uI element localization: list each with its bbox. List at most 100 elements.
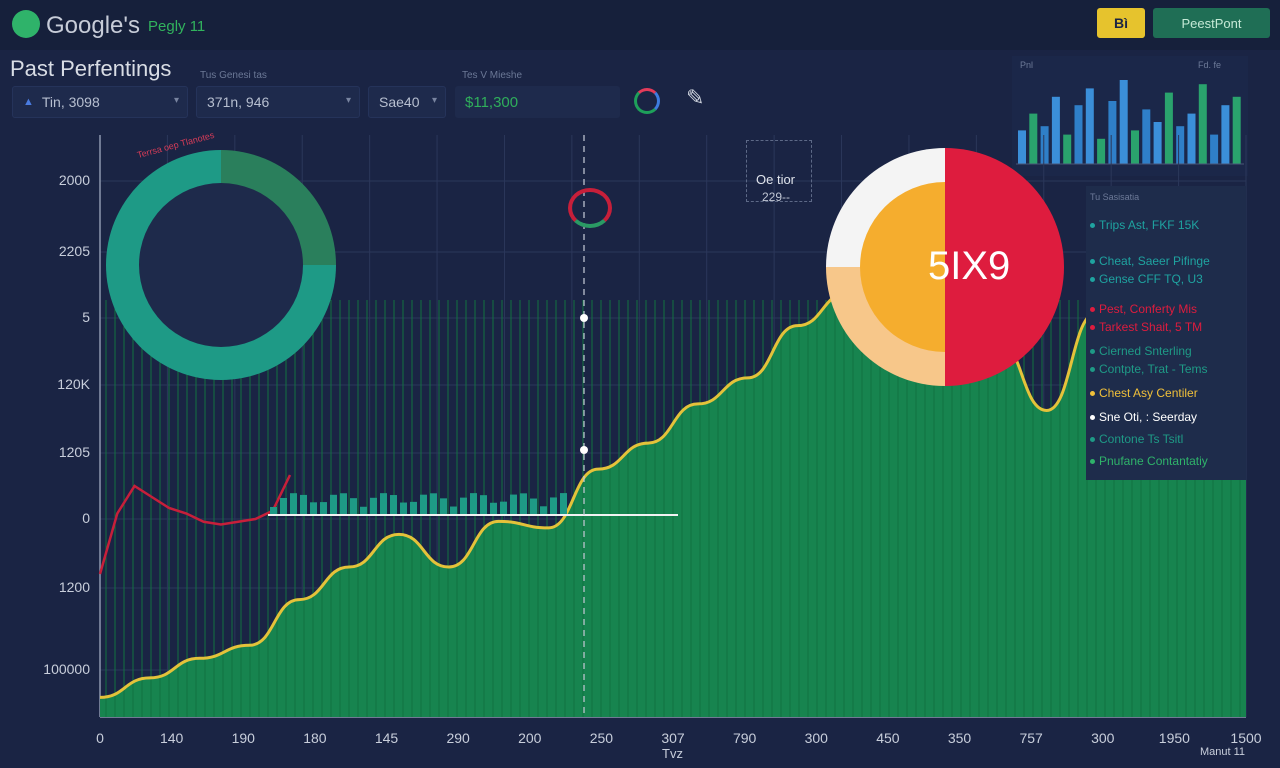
mini-bar bbox=[510, 494, 517, 515]
legend-item[interactable]: Gense CFF TQ, U3 bbox=[1090, 272, 1203, 286]
mini-chart-bar bbox=[1153, 122, 1162, 164]
mini-chart-bar bbox=[1142, 109, 1151, 164]
mini-chart-bar bbox=[1074, 105, 1083, 164]
legend-dot-icon bbox=[1090, 437, 1095, 443]
x-axis-corner-label: Manut 11 bbox=[1200, 746, 1246, 758]
chevron-down-icon: ▾ bbox=[173, 95, 179, 106]
legend-item[interactable]: Pest, Conferty Mis bbox=[1090, 302, 1197, 316]
x-tick-label: 1500 bbox=[1230, 730, 1262, 746]
mini-chart-bar bbox=[1232, 96, 1241, 164]
mini-bar bbox=[310, 502, 317, 515]
x-tick-label: 145 bbox=[374, 730, 399, 746]
legend-item-label: Pnufane Contantatiy bbox=[1099, 454, 1208, 468]
mini-chart-bar bbox=[1198, 84, 1207, 164]
x-tick-label: 790 bbox=[732, 730, 757, 746]
legend-dot-icon bbox=[1090, 459, 1095, 465]
mini-chart-bar bbox=[1210, 134, 1219, 164]
x-tick-label: 307 bbox=[661, 730, 685, 746]
y-tick-label: 0 bbox=[82, 510, 90, 526]
mini-chart-bar bbox=[1131, 130, 1139, 164]
legend-item[interactable]: Sne Oti, : Seerday bbox=[1090, 410, 1197, 424]
mini-bar bbox=[540, 506, 547, 515]
chevron-down-icon: ▾ bbox=[345, 95, 351, 106]
legend-item-label: Trips Ast, FKF 15K bbox=[1099, 218, 1200, 232]
document-icon bbox=[746, 140, 812, 202]
mini-bar bbox=[360, 506, 367, 515]
legend-dot-icon bbox=[1090, 391, 1095, 397]
legend-item[interactable]: Chest Asy Centiler bbox=[1090, 386, 1198, 400]
legend-item-label: Contpte, Trat - Tems bbox=[1099, 362, 1208, 376]
refresh-icon[interactable] bbox=[634, 88, 660, 114]
x-tick-label: 200 bbox=[518, 730, 542, 746]
legend-item[interactable]: Cierned Snterling bbox=[1090, 344, 1192, 358]
x-axis-title: Tvz bbox=[662, 746, 683, 761]
legend-item[interactable]: Pnufane Contantatiy bbox=[1090, 454, 1208, 468]
dropdown-range[interactable]: ▲ Tin, 3098 ▾ bbox=[12, 86, 188, 118]
mini-bar-chart: Pnl Fd. fe bbox=[1012, 56, 1248, 176]
legend-item-label: Chest Asy Centiler bbox=[1099, 386, 1198, 400]
mini-chart-bar bbox=[1119, 80, 1128, 164]
dropdown-metric[interactable]: 371n, 946 ▾ bbox=[196, 86, 360, 118]
x-tick-label: 180 bbox=[303, 730, 327, 746]
triangle-icon: ▲ bbox=[23, 96, 34, 108]
x-tick-label: 300 bbox=[804, 730, 828, 746]
mini-bar bbox=[480, 495, 487, 515]
red-line-series bbox=[98, 474, 292, 575]
legend-item-label: Sne Oti, : Seerday bbox=[1099, 410, 1198, 424]
y-tick-label: 100000 bbox=[43, 661, 90, 677]
mini-chart-bar bbox=[1187, 113, 1196, 164]
wrench-icon[interactable]: ✎ bbox=[686, 85, 705, 110]
legend-item[interactable]: Tarkest Shait, 5 TM bbox=[1090, 320, 1202, 334]
area-line bbox=[99, 187, 1247, 699]
legend-item[interactable]: Trips Ast, FKF 15K bbox=[1090, 218, 1199, 232]
x-tick-label: 350 bbox=[947, 730, 972, 746]
mini-bar bbox=[290, 493, 297, 515]
mini-bar bbox=[320, 502, 327, 515]
legend-item-label: Cierned Snterling bbox=[1099, 344, 1192, 358]
mini-chart-svg bbox=[1016, 80, 1244, 165]
mini-bar bbox=[340, 493, 347, 515]
y-tick-label: 1205 bbox=[58, 444, 90, 460]
legend-dot-icon bbox=[1090, 259, 1095, 265]
legend-dot-icon bbox=[1090, 367, 1095, 373]
x-tick-label: 250 bbox=[589, 730, 614, 746]
cursor-dot bbox=[580, 446, 588, 454]
mini-bar bbox=[470, 493, 477, 515]
x-tick-label: 757 bbox=[1019, 730, 1043, 746]
mini-chart-bar bbox=[1221, 105, 1230, 164]
legend-dot-icon bbox=[1090, 325, 1095, 331]
mini-chart-bar bbox=[1018, 130, 1026, 164]
mini-bar bbox=[330, 494, 337, 515]
legend-item-label: Cheat, Saeer Pifinge bbox=[1099, 254, 1210, 268]
legend-item[interactable]: Contone Ts Tsitl bbox=[1090, 432, 1183, 446]
legend-panel bbox=[1086, 186, 1246, 480]
dropdown-period[interactable]: Sae40 ▾ bbox=[368, 86, 446, 118]
mini-bar bbox=[400, 502, 407, 515]
dropdown-range-value: Tin, 3098 bbox=[41, 94, 100, 110]
legend-dot-icon bbox=[1090, 307, 1095, 313]
y-tick-label: 2205 bbox=[58, 243, 90, 259]
mini-bar bbox=[370, 497, 377, 515]
mini-bar bbox=[380, 493, 387, 515]
legend-item[interactable]: Contpte, Trat - Tems bbox=[1090, 362, 1208, 376]
secondary-button[interactable]: PeestPont bbox=[1153, 8, 1270, 38]
mini-chart-bar bbox=[1097, 138, 1106, 164]
primary-button[interactable]: Bì bbox=[1097, 8, 1145, 38]
legend-item-label: Gense CFF TQ, U3 bbox=[1099, 272, 1203, 286]
mini-bar bbox=[520, 493, 527, 515]
filter-label-1: Tus Genesi tas bbox=[200, 70, 267, 81]
mini-chart-bar bbox=[1051, 96, 1060, 164]
mini-bar bbox=[490, 502, 497, 515]
mini-chart-bar bbox=[1040, 126, 1049, 164]
value-field[interactable]: $11,300 bbox=[455, 86, 620, 118]
legend-item-label: Contone Ts Tsitl bbox=[1099, 432, 1184, 446]
annotation-value: 229-- bbox=[762, 190, 791, 204]
mini-chart-bar bbox=[1029, 113, 1038, 164]
mini-chart-bar bbox=[1063, 134, 1072, 164]
y-tick-label: 2000 bbox=[58, 172, 90, 188]
mini-chart-bar bbox=[1108, 101, 1117, 164]
legend-item[interactable]: Cheat, Saeer Pifinge bbox=[1090, 254, 1210, 268]
mini-bar bbox=[500, 501, 507, 515]
x-tick-label: 190 bbox=[231, 730, 255, 746]
mini-chart-bar bbox=[1176, 126, 1185, 164]
